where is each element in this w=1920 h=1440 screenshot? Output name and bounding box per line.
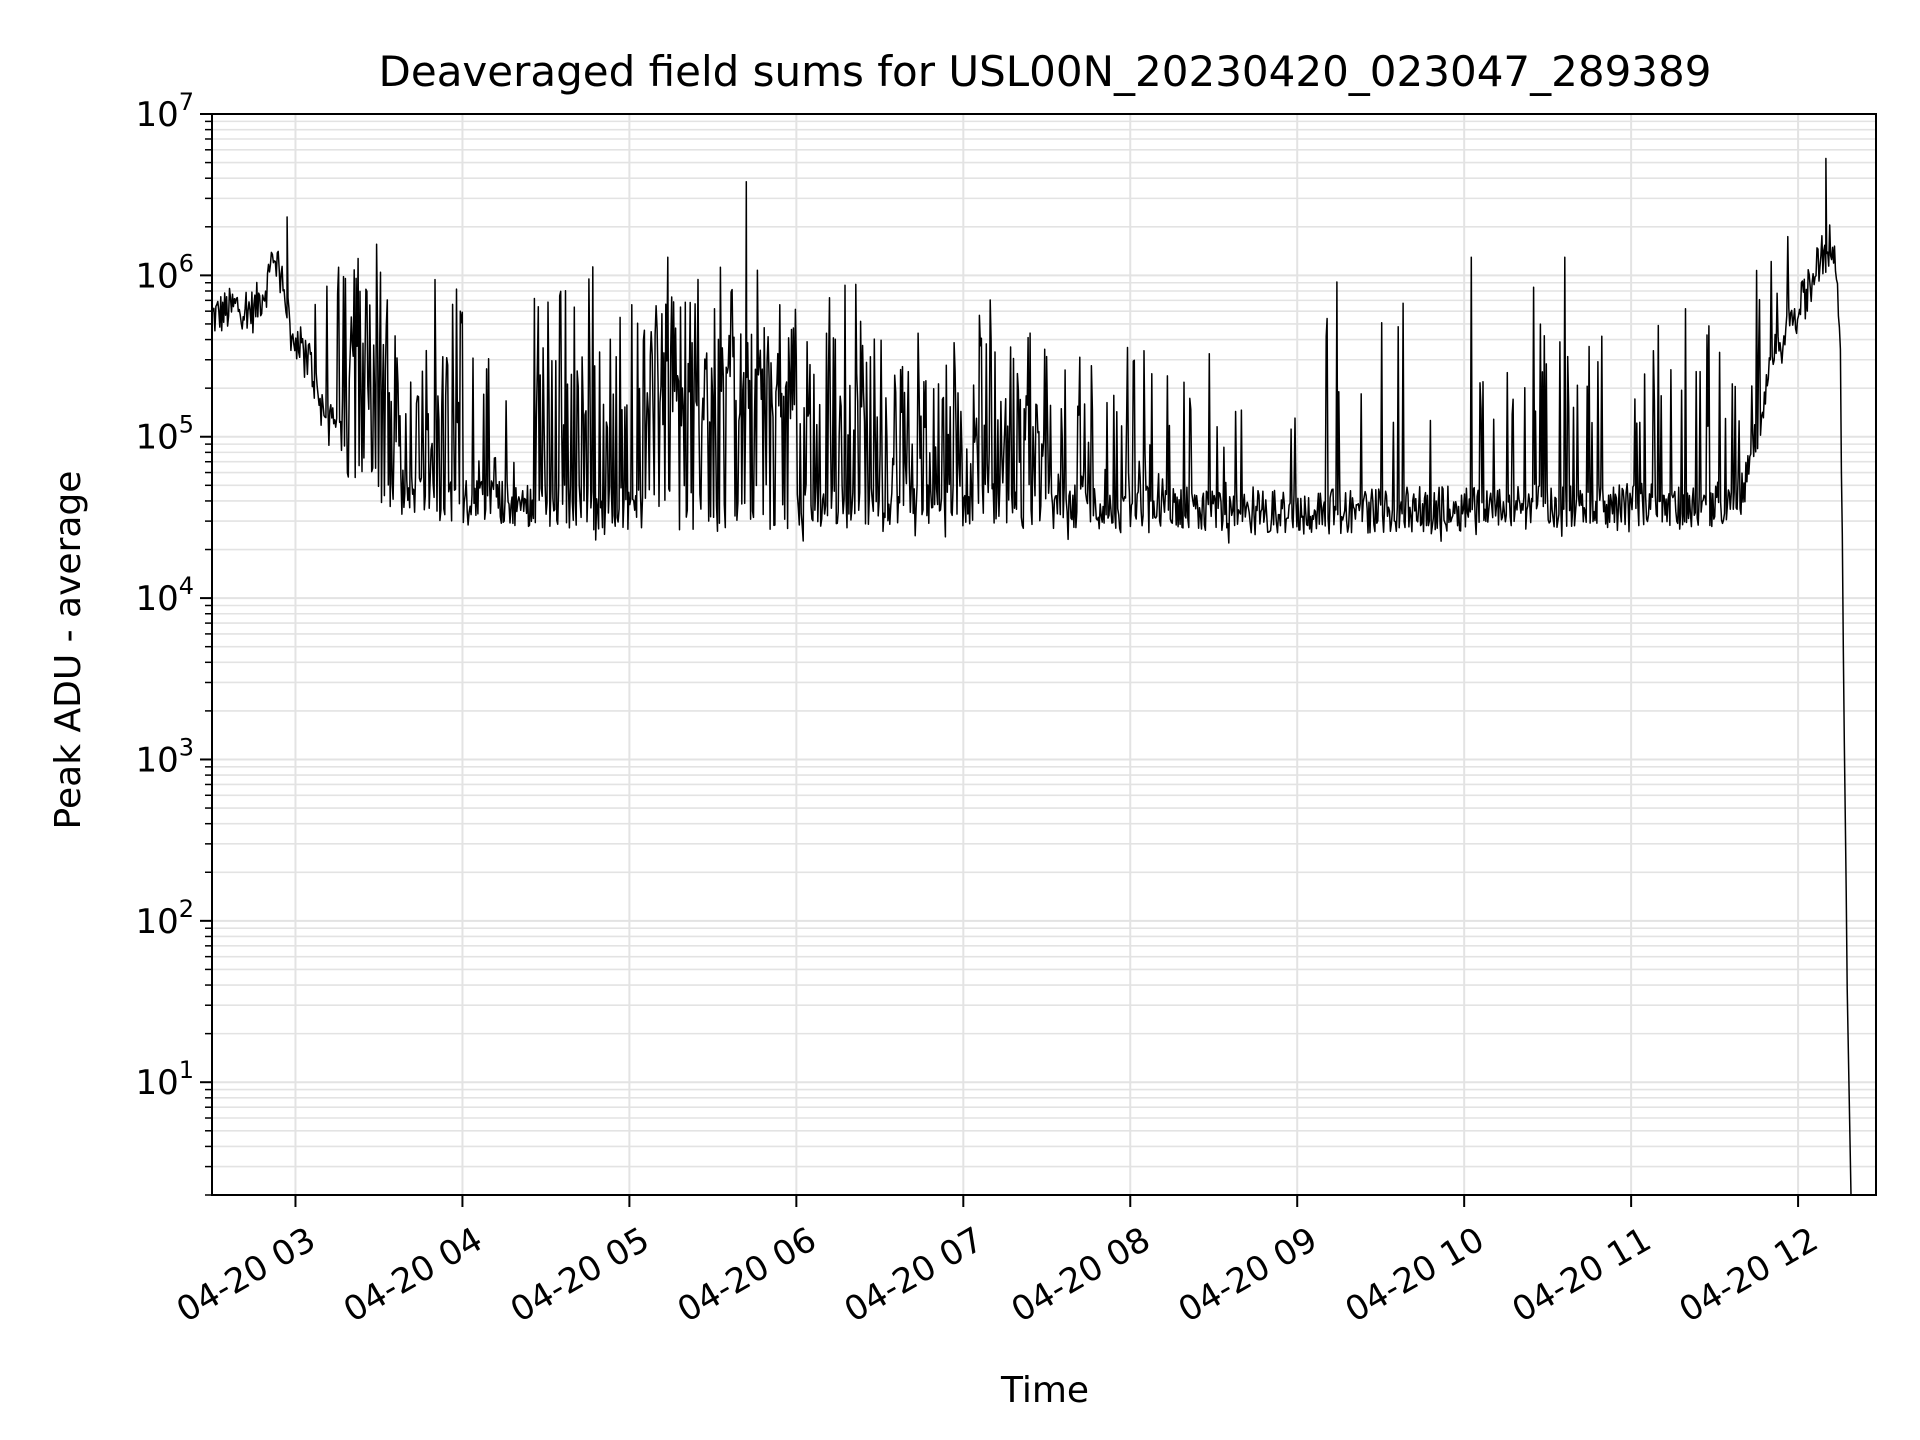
y-tick-label: 104 — [135, 572, 194, 619]
y-tick-label: 106 — [135, 249, 194, 296]
x-axis-label: Time — [1000, 1370, 1089, 1411]
plot-frame — [211, 113, 1877, 1196]
y-tick-label: 102 — [135, 895, 194, 942]
chart-title: Deaveraged field sums for USL00N_2023042… — [379, 47, 1712, 96]
y-tick-label: 107 — [135, 88, 194, 135]
grid — [212, 113, 1876, 1196]
y-axis-label: Peak ADU - average — [48, 471, 89, 830]
y-tick-label: 103 — [135, 733, 194, 780]
y-tick-label: 105 — [135, 411, 194, 458]
series-line — [212, 157, 1852, 1195]
y-tick-label: 101 — [135, 1056, 194, 1103]
y-axis: 101 102 103 104 105 106 107 — [135, 88, 212, 1196]
series-group — [212, 157, 1852, 1195]
